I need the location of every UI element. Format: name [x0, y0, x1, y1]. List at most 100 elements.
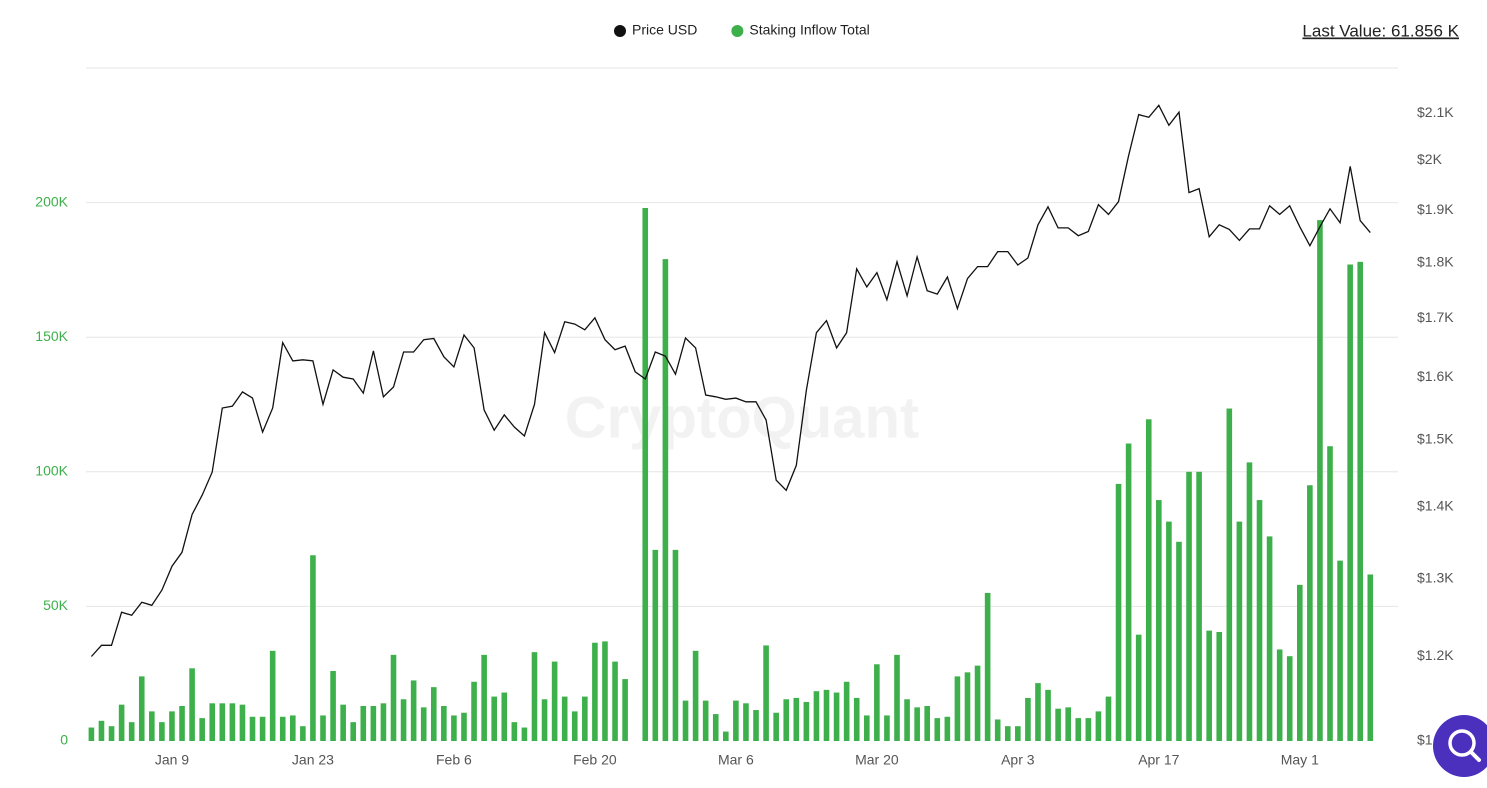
search-button[interactable] — [1433, 715, 1487, 777]
bar — [541, 699, 548, 741]
bar — [491, 696, 497, 741]
search-icon — [1448, 729, 1481, 762]
bar — [1337, 560, 1343, 741]
bar — [531, 652, 538, 741]
bar — [1115, 483, 1122, 741]
bar — [833, 692, 840, 741]
bar — [1176, 541, 1182, 741]
y2-tick-label: $1.9K — [1417, 201, 1454, 217]
bar — [410, 680, 417, 741]
x-tick-label: Mar 20 — [855, 752, 899, 768]
bar — [1317, 220, 1323, 741]
bar — [1055, 708, 1061, 741]
bar — [1045, 689, 1051, 741]
bar — [863, 715, 870, 741]
bar — [551, 661, 558, 741]
bar — [1025, 697, 1031, 741]
y2-tick-label: $1.6K — [1417, 368, 1454, 384]
bar — [451, 715, 457, 741]
bar — [380, 703, 387, 741]
y-tick-label: 150K — [35, 328, 68, 344]
bar — [88, 727, 95, 741]
bar — [239, 704, 246, 741]
bar — [511, 722, 518, 741]
bar — [1085, 718, 1092, 741]
y2-tick-label: $1.3K — [1417, 570, 1454, 586]
y-tick-label: 100K — [35, 463, 68, 479]
bar — [974, 665, 981, 741]
bar — [994, 719, 1001, 741]
bar — [1015, 726, 1021, 741]
bar — [582, 696, 588, 741]
bar — [108, 726, 115, 741]
bar — [1035, 683, 1041, 741]
x-tick-label: Jan 9 — [155, 752, 189, 768]
bar — [430, 687, 437, 741]
bar — [149, 711, 155, 741]
bar — [733, 700, 739, 741]
bar — [300, 726, 306, 741]
bar — [229, 703, 236, 741]
legend-marker — [614, 25, 626, 37]
bar — [1095, 711, 1102, 741]
bar — [1266, 536, 1273, 741]
bar — [823, 689, 830, 741]
bar — [138, 676, 145, 741]
bar — [602, 641, 608, 741]
bar — [662, 259, 669, 741]
bar — [1297, 584, 1303, 741]
bar — [481, 654, 487, 741]
legend-label: Price USD — [632, 22, 697, 38]
bar — [743, 703, 749, 741]
bar — [1145, 419, 1152, 741]
bar — [712, 714, 719, 741]
bar — [98, 720, 105, 741]
bar — [904, 699, 910, 741]
x-tick-label: Jan 23 — [292, 752, 334, 768]
bar — [1156, 500, 1162, 741]
y-tick-label: 200K — [35, 193, 68, 209]
bar — [612, 661, 618, 741]
x-tick-label: Apr 17 — [1138, 752, 1179, 768]
bar — [592, 642, 598, 741]
bar — [1246, 462, 1253, 741]
bar — [793, 697, 800, 741]
x-tick-label: Apr 3 — [1001, 752, 1035, 768]
bar — [1135, 634, 1142, 741]
bar — [702, 700, 709, 741]
bar — [370, 706, 377, 741]
bar — [189, 668, 195, 741]
bar — [1004, 726, 1011, 741]
bar — [773, 712, 779, 741]
bar — [803, 701, 810, 741]
bar — [672, 549, 679, 741]
bar — [813, 691, 820, 741]
bar — [1206, 630, 1212, 741]
bar — [984, 592, 991, 741]
bar — [682, 700, 689, 741]
x-tick-label: Mar 6 — [718, 752, 754, 768]
bar — [390, 654, 397, 741]
bar — [249, 716, 256, 741]
bar — [1307, 485, 1313, 741]
bar — [894, 654, 900, 741]
bar — [219, 703, 226, 741]
bar — [269, 650, 276, 741]
legend-marker — [731, 25, 744, 37]
bar — [199, 718, 205, 741]
bar — [843, 681, 850, 741]
y2-tick-label: $1.7K — [1417, 309, 1454, 325]
y2-tick-label: $1.8K — [1417, 254, 1454, 270]
bar — [1347, 264, 1353, 741]
bar — [471, 681, 477, 741]
bar — [1075, 718, 1082, 741]
bar — [1286, 656, 1293, 741]
bar — [340, 704, 346, 741]
bar — [1186, 471, 1192, 741]
bar — [1357, 261, 1364, 741]
bar — [1367, 574, 1374, 741]
bar — [571, 711, 578, 741]
last-value[interactable]: Last Value: 61.856 K — [1302, 21, 1459, 40]
